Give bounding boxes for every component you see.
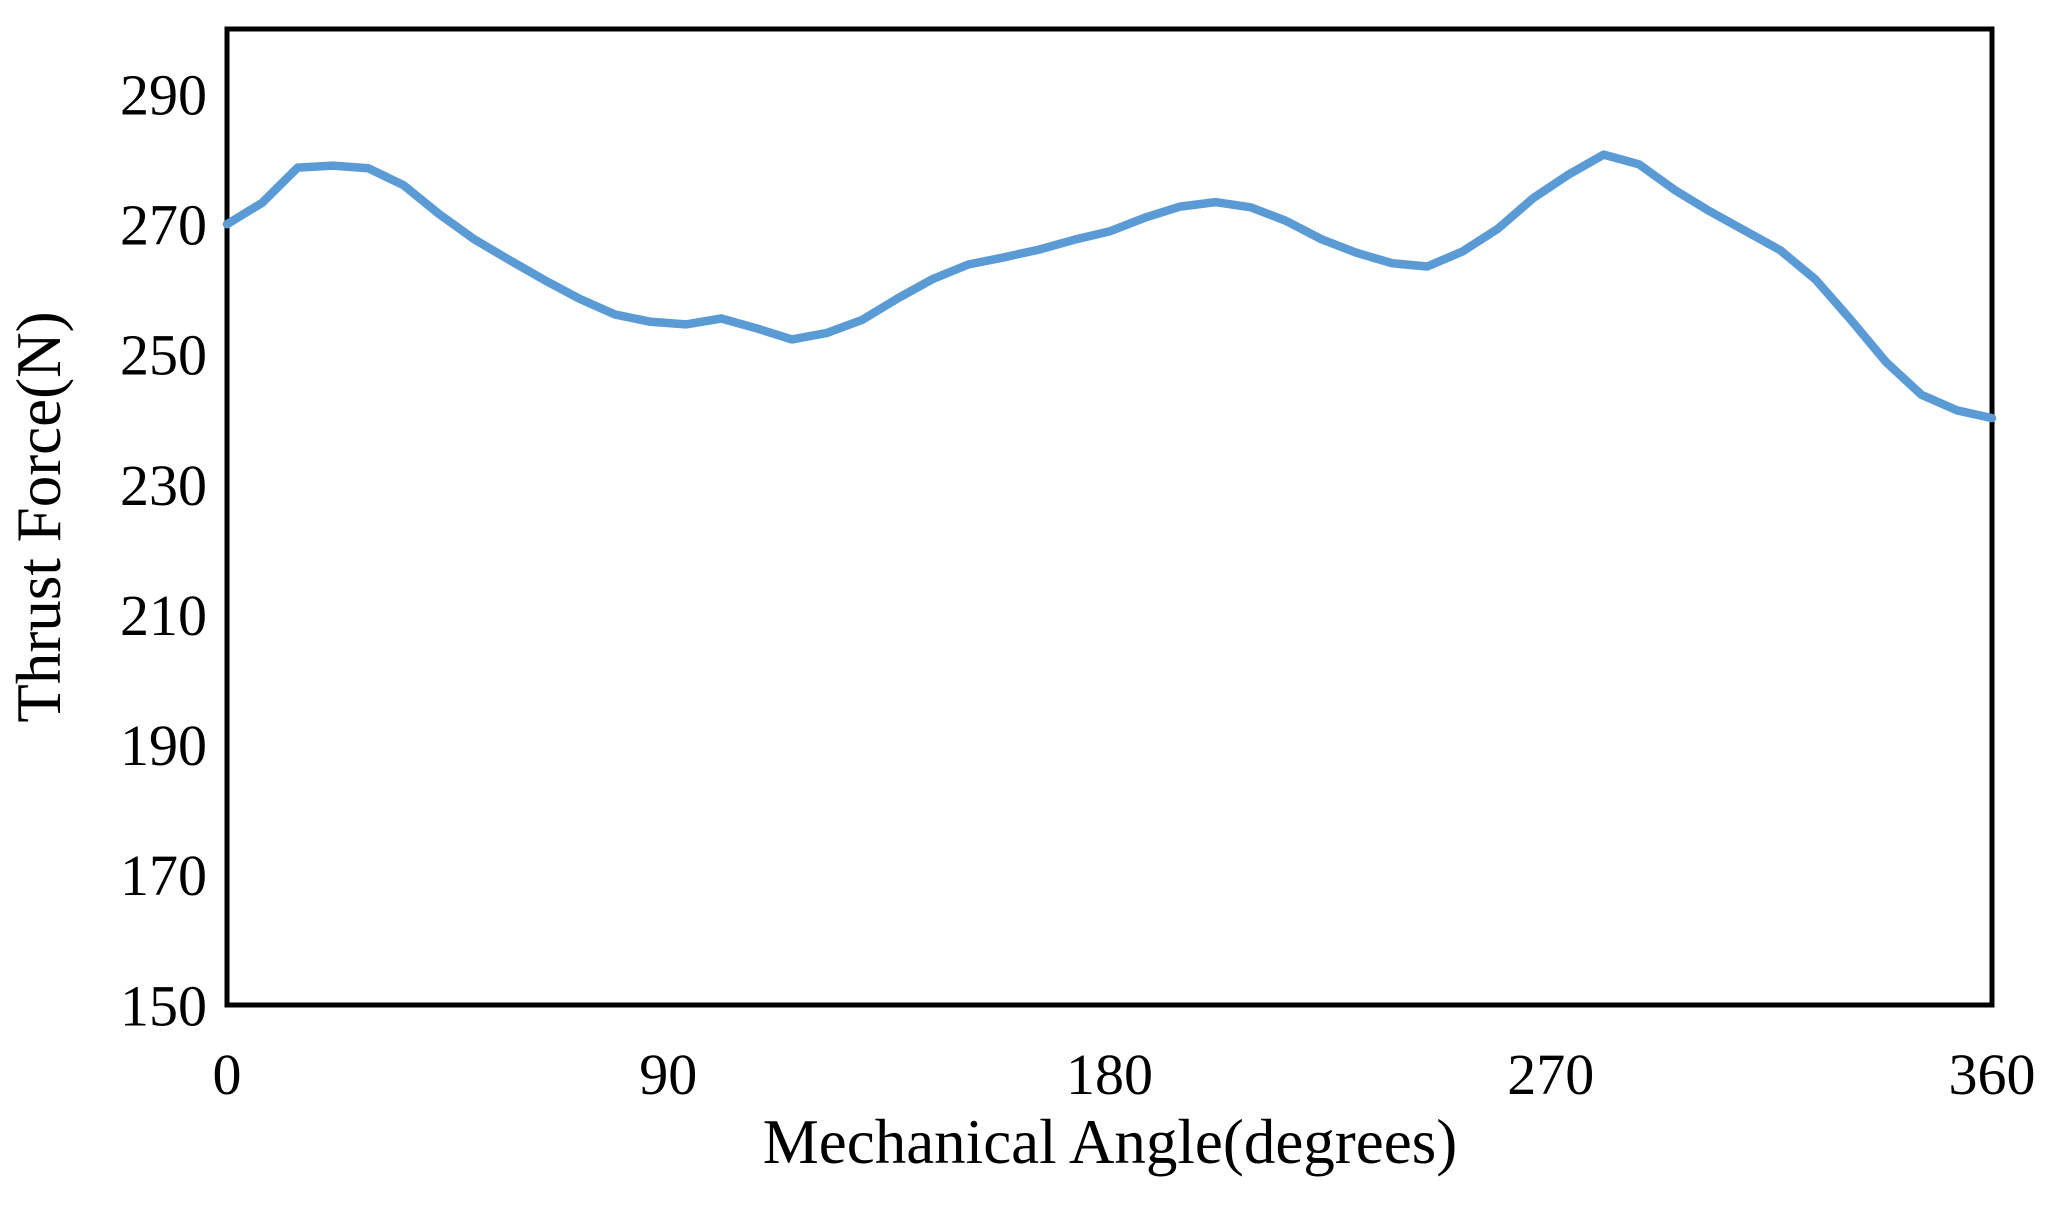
x-tick-label: 0	[213, 1042, 242, 1107]
x-tick-label: 360	[1949, 1042, 2036, 1107]
y-tick-label: 210	[120, 583, 207, 648]
x-tick-label: 270	[1507, 1042, 1594, 1107]
y-axis-title: Thrust Force(N)	[4, 311, 74, 722]
x-tick-label: 180	[1066, 1042, 1153, 1107]
plot-frame	[224, 26, 1995, 1008]
data-line	[222, 150, 1997, 423]
y-tick-label: 250	[120, 323, 207, 388]
y-tick-label: 170	[120, 843, 207, 908]
y-axis-tick-labels: 150 170 190 210 230 250 270 290	[120, 62, 207, 1038]
y-tick-label: 270	[120, 193, 207, 258]
y-tick-label: 190	[120, 713, 207, 778]
x-axis-tick-labels: 0 90 180 270 360	[213, 1042, 2036, 1107]
y-tick-label: 150	[120, 973, 207, 1038]
x-axis-title: Mechanical Angle(degrees)	[763, 1107, 1457, 1177]
y-tick-label: 230	[120, 453, 207, 518]
x-tick-label: 90	[639, 1042, 697, 1107]
y-tick-label: 290	[120, 62, 207, 127]
